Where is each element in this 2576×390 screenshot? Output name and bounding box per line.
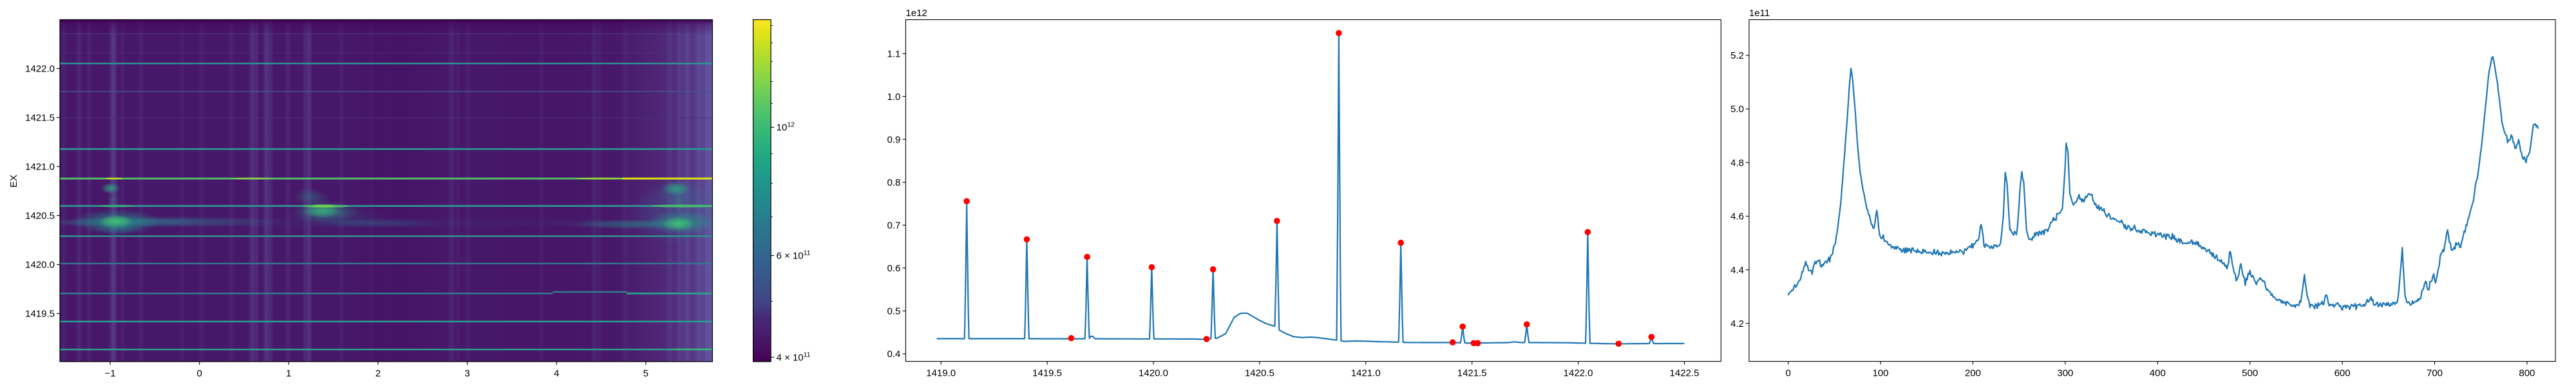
svg-text:1421.5: 1421.5 — [1457, 368, 1487, 379]
svg-text:1.1: 1.1 — [887, 48, 901, 59]
svg-text:EX: EX — [8, 175, 19, 188]
svg-text:1e12: 1e12 — [905, 8, 927, 19]
svg-text:5: 5 — [643, 368, 649, 379]
svg-text:1419.5: 1419.5 — [25, 309, 55, 320]
svg-text:1422.0: 1422.0 — [1564, 368, 1593, 379]
svg-text:4: 4 — [554, 368, 559, 379]
svg-text:700: 700 — [2427, 368, 2443, 379]
svg-text:0.4: 0.4 — [887, 349, 901, 360]
svg-text:5.2: 5.2 — [1730, 50, 1744, 61]
svg-text:4.4: 4.4 — [1730, 265, 1744, 276]
svg-text:0.9: 0.9 — [887, 134, 901, 145]
svg-text:800: 800 — [2519, 368, 2535, 379]
svg-text:1420.5: 1420.5 — [25, 211, 55, 222]
svg-text:3: 3 — [464, 368, 469, 379]
svg-text:0: 0 — [1786, 368, 1791, 379]
svg-text:1419.0: 1419.0 — [926, 368, 956, 379]
svg-text:4.8: 4.8 — [1730, 157, 1744, 168]
svg-text:1421.0: 1421.0 — [25, 162, 55, 173]
svg-text:4.6: 4.6 — [1730, 211, 1744, 222]
svg-text:0.5: 0.5 — [887, 306, 901, 317]
svg-text:1421.5: 1421.5 — [25, 113, 55, 124]
svg-text:6 × 1011: 6 × 1011 — [777, 249, 811, 261]
svg-text:1422.0: 1422.0 — [25, 64, 55, 75]
svg-text:1422.5: 1422.5 — [1670, 368, 1700, 379]
svg-text:1: 1 — [286, 368, 291, 379]
svg-text:400: 400 — [2150, 368, 2166, 379]
svg-text:4 × 1011: 4 × 1011 — [777, 351, 811, 363]
svg-text:1e11: 1e11 — [1749, 8, 1770, 19]
svg-text:0: 0 — [197, 368, 202, 379]
svg-text:2: 2 — [375, 368, 381, 379]
svg-text:1.0: 1.0 — [887, 92, 901, 102]
svg-text:0.7: 0.7 — [887, 220, 901, 231]
svg-text:1421.0: 1421.0 — [1351, 368, 1381, 379]
svg-text:−1: −1 — [105, 368, 116, 379]
svg-text:0.8: 0.8 — [887, 177, 901, 188]
svg-text:4.2: 4.2 — [1730, 318, 1744, 329]
svg-text:5.0: 5.0 — [1730, 104, 1744, 115]
svg-text:500: 500 — [2242, 368, 2258, 379]
svg-text:1420.0: 1420.0 — [1139, 368, 1168, 379]
svg-text:200: 200 — [1965, 368, 1981, 379]
svg-text:300: 300 — [2057, 368, 2073, 379]
svg-text:1419.5: 1419.5 — [1032, 368, 1062, 379]
svg-text:600: 600 — [2334, 368, 2351, 379]
svg-text:0.6: 0.6 — [887, 263, 901, 274]
svg-text:100: 100 — [1873, 368, 1889, 379]
svg-text:1420.0: 1420.0 — [25, 260, 55, 271]
svg-text:1420.5: 1420.5 — [1245, 368, 1274, 379]
